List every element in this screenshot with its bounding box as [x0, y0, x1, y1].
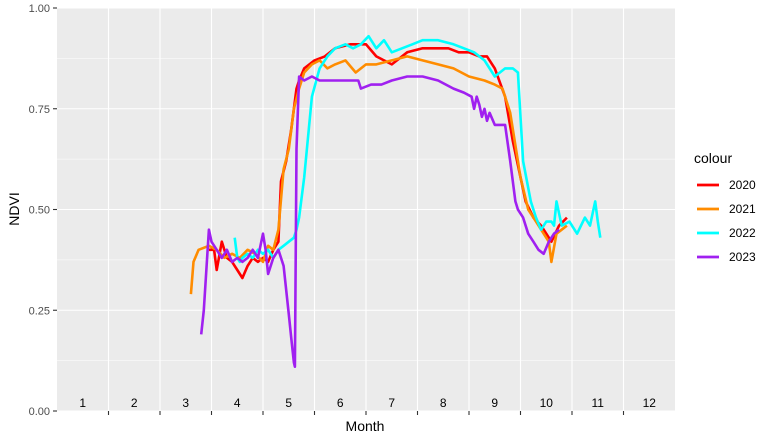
- x-tick-label: 11: [592, 396, 605, 410]
- x-axis-title: Month: [346, 418, 385, 434]
- y-tick-label: 0.50: [29, 205, 50, 217]
- x-tick-labels: 1 2 3 4 5 6 7 8 9 10 11 12: [79, 396, 656, 410]
- x-tick-label: 8: [440, 396, 447, 410]
- y-tick-label: 0.25: [29, 305, 50, 317]
- x-tick-label: 6: [337, 396, 344, 410]
- y-tick-label: 1.00: [29, 3, 50, 15]
- x-tick-label: 5: [285, 396, 292, 410]
- x-tick-label: 1: [79, 396, 86, 410]
- y-axis: 0.00 0.25 0.50 0.75 1.00: [29, 3, 57, 418]
- legend-label-2022: 2022: [729, 226, 756, 240]
- legend-label-2021: 2021: [729, 202, 756, 216]
- legend-title: colour: [694, 150, 732, 166]
- y-tick-label: 0.00: [29, 406, 50, 418]
- y-tick-label: 0.75: [29, 104, 50, 116]
- legend-label-2023: 2023: [729, 250, 756, 264]
- major-gridlines: [57, 7, 675, 412]
- x-tick-label: 3: [182, 396, 189, 410]
- x-tick-label: 7: [388, 396, 395, 410]
- y-axis-title: NDVI: [6, 192, 22, 225]
- x-tick-label: 12: [643, 396, 657, 410]
- legend: colour 2020 2021 2022 2023: [694, 150, 756, 264]
- series-lines: [189, 34, 602, 368]
- x-tick-label: 2: [131, 396, 138, 410]
- series-line-2021: [189, 55, 568, 295]
- x-axis-ticks: [107, 411, 625, 415]
- x-tick-label: 4: [234, 396, 241, 410]
- series-line-2023: [199, 75, 560, 368]
- legend-label-2020: 2020: [729, 178, 756, 192]
- x-tick-label: 10: [540, 396, 554, 410]
- x-tick-label: 9: [491, 396, 498, 410]
